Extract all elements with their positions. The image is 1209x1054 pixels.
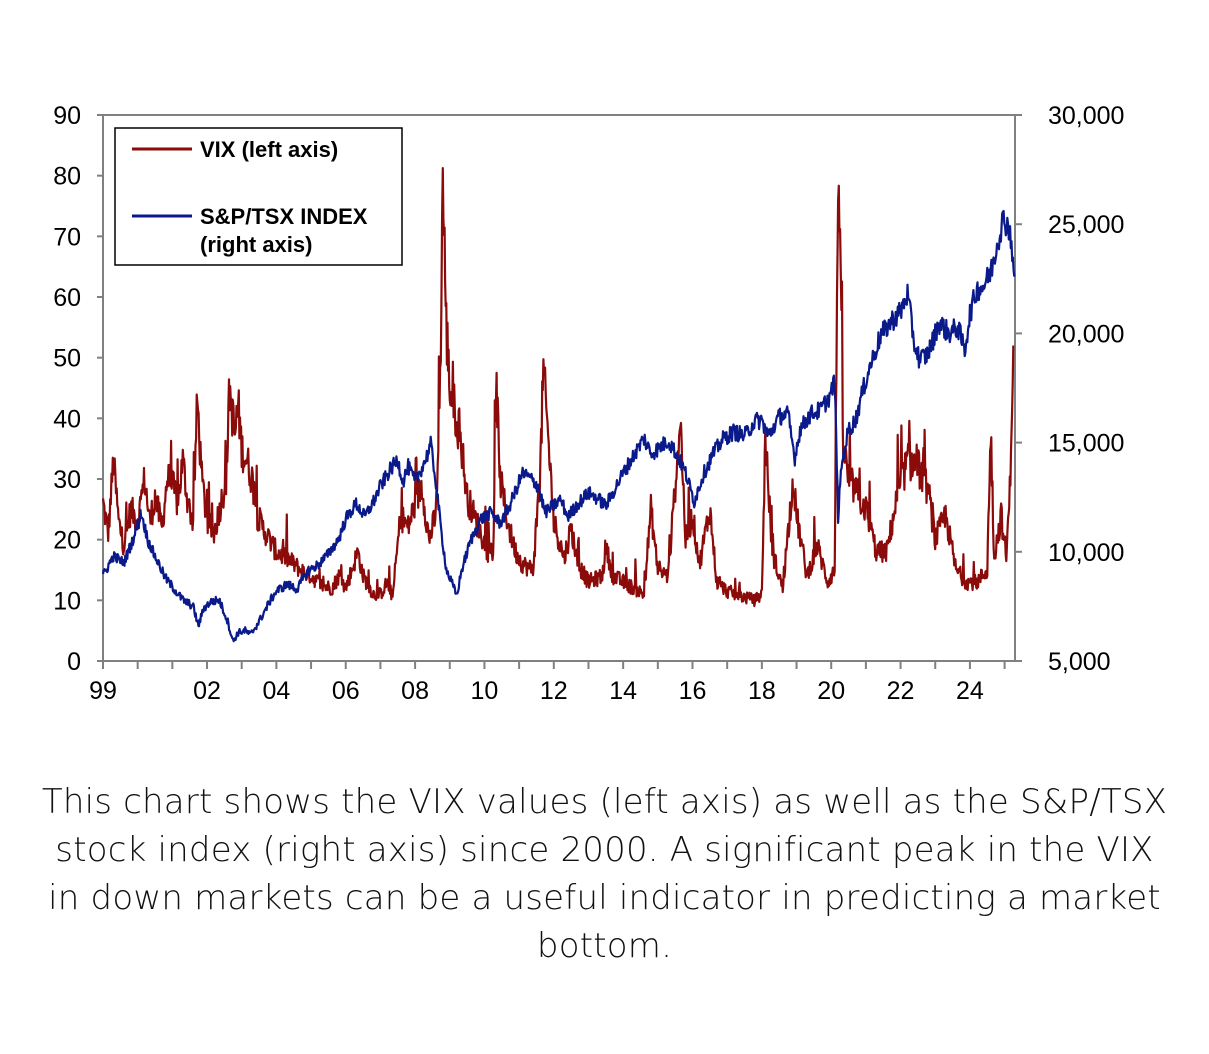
legend-tsx-label-axis: (right axis) [200, 232, 312, 257]
x-tick-label: 08 [401, 677, 429, 705]
x-tick-label: 16 [679, 677, 707, 705]
left-tick-label: 40 [53, 405, 81, 433]
x-tick-label: 20 [817, 677, 845, 705]
chart-caption: This chart shows the VIX values (left ax… [41, 782, 1168, 966]
x-tick-label: 10 [471, 677, 499, 705]
axes: 0 10 20 30 40 50 60 70 80 90 5,000 10,000 15,000 20,0… [53, 102, 1124, 705]
left-tick-label: 90 [53, 102, 81, 130]
x-tick-label: 14 [609, 677, 637, 705]
legend: VIX (left axis) S&P/TSX INDEX (right axi… [114, 127, 403, 266]
series-layer [101, 167, 1016, 643]
left-tick-label: 0 [67, 648, 81, 676]
right-tick-label: 15,000 [1048, 430, 1124, 458]
left-tick-label: 10 [53, 587, 81, 615]
left-tick-label: 30 [53, 466, 81, 494]
vix-tsx-chart: 0 10 20 30 40 50 60 70 80 90 5,000 10,000 15,000 20,0… [53, 102, 1124, 705]
x-tick-label: 02 [193, 677, 221, 705]
legend-box [114, 127, 403, 266]
x-tick-label: 99 [89, 677, 117, 705]
left-tick-label: 20 [53, 527, 81, 555]
right-tick-label: 20,000 [1048, 320, 1124, 348]
vix-series-line [101, 167, 1015, 608]
x-tick-label: 04 [262, 677, 290, 705]
x-tick-label: 18 [748, 677, 776, 705]
legend-tsx-label: S&P/TSX INDEX [200, 204, 368, 229]
left-tick-label: 60 [53, 284, 81, 312]
right-tick-label: 25,000 [1048, 211, 1124, 239]
x-tick-label: 24 [956, 677, 984, 705]
legend-vix-label: VIX (left axis) [200, 137, 338, 162]
right-tick-label: 5,000 [1048, 648, 1111, 676]
tsx-series-line [101, 209, 1016, 643]
left-tick-label: 50 [53, 345, 81, 373]
right-tick-label: 10,000 [1048, 539, 1124, 567]
x-tick-label: 06 [332, 677, 360, 705]
left-tick-label: 80 [53, 163, 81, 191]
x-tick-label: 12 [540, 677, 568, 705]
right-tick-label: 30,000 [1048, 102, 1124, 130]
left-tick-label: 70 [53, 223, 81, 251]
x-tick-label: 22 [887, 677, 915, 705]
